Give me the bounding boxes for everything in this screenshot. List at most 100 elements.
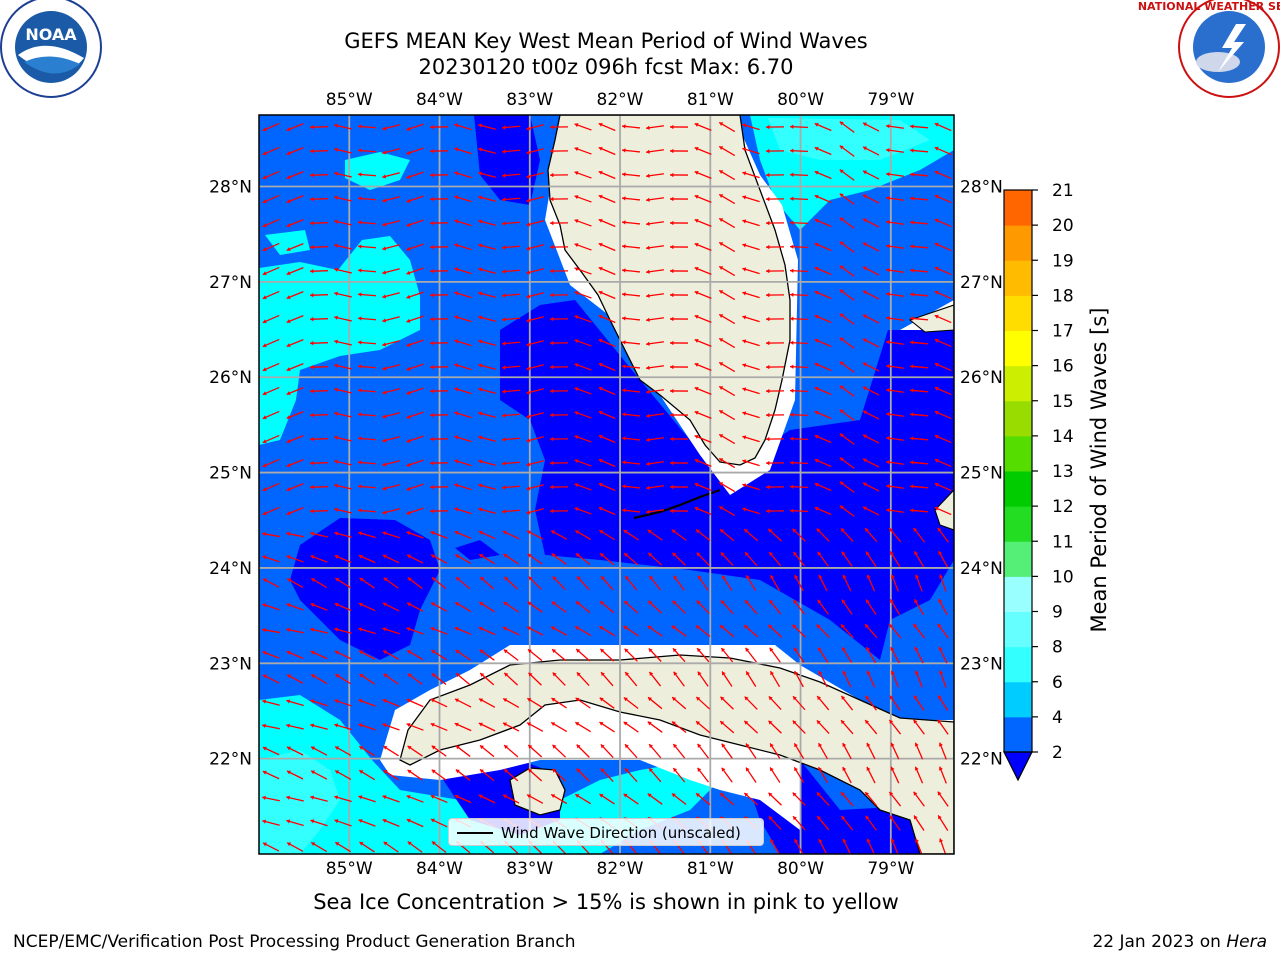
wind-arrow (885, 508, 905, 513)
colorbar-segment (1004, 611, 1032, 648)
wind-arrow (286, 770, 304, 780)
wind-arrow (909, 220, 929, 225)
wind-arrow (598, 146, 616, 156)
wind-arrow (575, 600, 591, 614)
wind-arrow (262, 795, 280, 802)
wind-arrow (407, 673, 423, 685)
wind-arrow (624, 648, 638, 662)
wind-arrow (478, 363, 496, 370)
wind-arrow (624, 671, 638, 687)
wind-arrow (934, 506, 952, 516)
wind-arrow (358, 819, 376, 827)
wind-arrow (454, 363, 472, 371)
map-area (259, 115, 954, 854)
wind-arrow (765, 460, 785, 466)
wind-arrow (334, 554, 352, 564)
wind-arrow (672, 767, 686, 783)
wind-arrow (624, 743, 638, 759)
wind-arrow (549, 436, 569, 442)
wind-arrow (526, 722, 544, 732)
wind-arrow (262, 699, 280, 706)
wind-arrow (357, 148, 377, 153)
wind-arrow (645, 149, 665, 154)
wind-arrow (574, 291, 592, 299)
wind-arrow (309, 341, 329, 346)
wind-arrow (862, 170, 880, 180)
wind-arrow (334, 459, 352, 466)
colorbar-segment (1004, 225, 1032, 261)
wind-arrow (549, 172, 569, 178)
wind-arrow (406, 411, 424, 419)
colorbar-segment (1004, 435, 1032, 472)
wind-arrow (765, 316, 785, 322)
wind-arrow (479, 672, 495, 686)
wind-arrow (814, 314, 832, 324)
wind-arrow (429, 460, 449, 466)
wind-arrow (934, 290, 952, 300)
wind-arrow (334, 746, 352, 756)
wind-arrow (765, 364, 785, 370)
wind-arrow (574, 267, 592, 275)
wind-arrow (792, 528, 806, 542)
wind-arrow (645, 221, 665, 226)
wind-arrow (478, 530, 496, 540)
wind-arrow (310, 577, 328, 589)
wind-arrow (502, 530, 520, 540)
wind-arrow (840, 695, 854, 711)
wind-arrow (862, 434, 880, 444)
wind-arrow (262, 170, 280, 180)
wind-arrow (262, 410, 280, 420)
wind-arrow (789, 484, 809, 489)
wind-arrow (431, 576, 447, 590)
wind-arrow (913, 550, 925, 568)
wind-arrow (286, 219, 304, 228)
wind-arrow (286, 315, 304, 324)
wind-arrow (647, 529, 663, 541)
wind-arrow (550, 626, 568, 636)
wind-arrow (598, 194, 616, 204)
wind-arrow (455, 576, 471, 590)
wind-arrow (839, 169, 855, 181)
isla-juventud-land (509, 767, 566, 816)
wind-arrow (478, 411, 496, 418)
wind-arrow (719, 792, 735, 806)
wind-arrow (669, 172, 689, 178)
wind-arrow (334, 315, 352, 322)
lon-label-top: 80°W (777, 90, 824, 110)
wind-arrow (501, 269, 521, 274)
wind-arrow (357, 460, 377, 465)
colorbar-segment (1004, 506, 1032, 542)
colorbar-segment (1004, 190, 1032, 226)
wind-arrow (286, 339, 304, 348)
wind-arrow (407, 769, 423, 781)
wind-arrow (840, 527, 854, 543)
wind-arrow (430, 530, 448, 539)
wind-arrow (718, 433, 736, 445)
wind-arrow (454, 315, 472, 323)
wind-arrow (720, 551, 734, 567)
wind-arrow (909, 196, 929, 201)
wind-arrow (889, 551, 901, 567)
wind-arrow (334, 171, 352, 178)
wind-arrow (598, 314, 616, 324)
wind-arrow (793, 647, 805, 663)
wind-arrow (816, 695, 830, 711)
wind-arrow (694, 482, 712, 491)
wind-arrow (527, 768, 543, 782)
wind-arrow (624, 575, 638, 591)
wind-arrow (816, 719, 830, 735)
wind-arrow (934, 242, 952, 252)
wind-arrow (912, 527, 926, 543)
wind-arrow (286, 483, 304, 492)
wind-arrow (885, 268, 905, 273)
wind-arrow (382, 412, 400, 419)
wind-arrow (598, 482, 616, 492)
colorbar-tick-label: 9 (1052, 603, 1063, 623)
wind-arrow (454, 507, 472, 515)
wind-arrow (334, 387, 352, 394)
wind-arrow (407, 841, 423, 853)
wind-arrow (599, 697, 615, 709)
wind-arrow (719, 624, 735, 638)
wind-arrow (621, 196, 641, 201)
wind-arrow (697, 671, 709, 687)
